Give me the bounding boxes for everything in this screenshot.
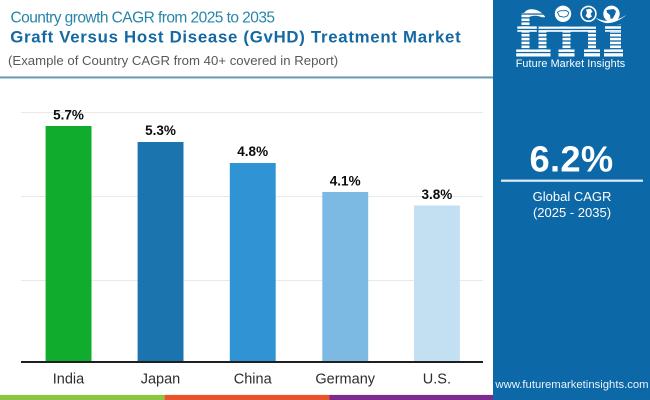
- svg-text:(Example of Country CAGR from: (Example of Country CAGR from 40+ covere…: [8, 53, 338, 68]
- svg-text:3.8%: 3.8%: [422, 187, 453, 202]
- svg-text:U.S.: U.S.: [423, 372, 451, 388]
- svg-text:4.8%: 4.8%: [237, 144, 268, 159]
- svg-text:6.2%: 6.2%: [530, 139, 614, 180]
- svg-text:Germany: Germany: [315, 372, 375, 388]
- svg-text:India: India: [53, 372, 85, 388]
- svg-text:4.1%: 4.1%: [330, 174, 361, 189]
- svg-text:Country growth CAGR from 2025: Country growth CAGR from 2025 to 2035: [11, 10, 275, 27]
- svg-text:(2025 - 2035): (2025 - 2035): [533, 205, 611, 220]
- svg-text:Future Market Insights: Future Market Insights: [516, 58, 626, 70]
- svg-text:Japan: Japan: [141, 372, 181, 388]
- svg-text:Graft Versus Host Disease (GvH: Graft Versus Host Disease (GvHD) Treatme…: [10, 28, 461, 47]
- svg-text:Global CAGR: Global CAGR: [533, 189, 612, 204]
- svg-text:www.futuremarketinsights.com: www.futuremarketinsights.com: [494, 379, 648, 391]
- svg-text:5.3%: 5.3%: [145, 123, 176, 138]
- svg-text:5.7%: 5.7%: [53, 108, 84, 123]
- svg-text:China: China: [234, 372, 273, 388]
